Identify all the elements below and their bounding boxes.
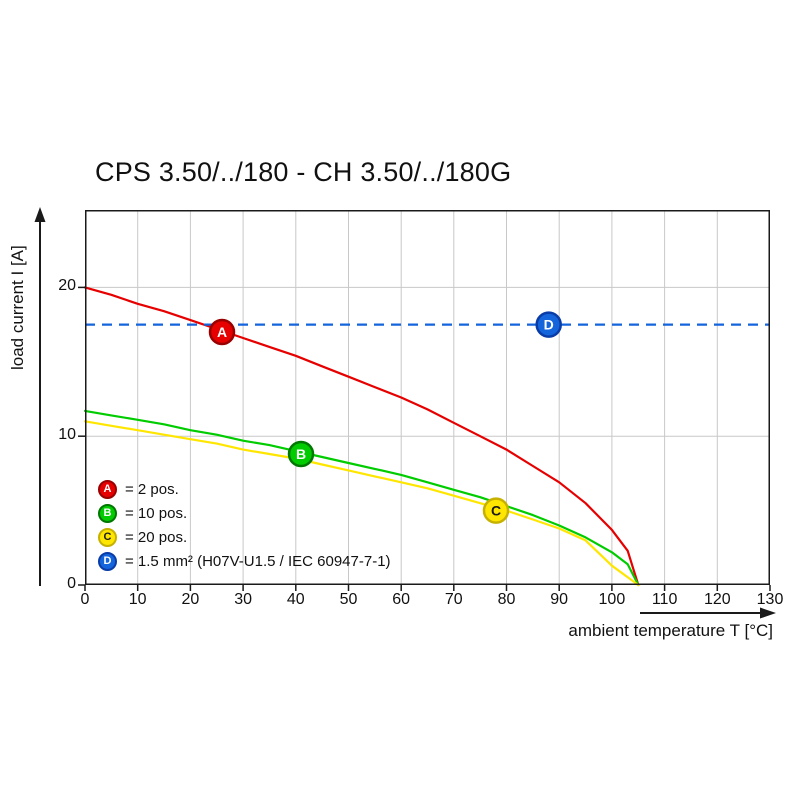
marker-D: D xyxy=(535,311,562,338)
legend-marker-a-icon: A xyxy=(98,479,117,499)
legend-marker-b-icon: B xyxy=(98,503,117,523)
x-tick-label: 60 xyxy=(392,591,411,608)
chart-title: CPS 3.50/../180 - CH 3.50/../180G xyxy=(95,157,512,187)
y-axis-label: load current I [A] xyxy=(8,245,27,370)
series-A-curve xyxy=(83,286,640,587)
x-axis-label: ambient temperature T [°C] xyxy=(568,621,773,640)
marker-B: B xyxy=(287,440,315,468)
x-tick-label: 120 xyxy=(703,591,731,608)
x-tick-label: 130 xyxy=(756,591,784,608)
x-tick-label: 70 xyxy=(444,591,463,608)
series-B-curve xyxy=(83,409,640,587)
y-tick-labels: 0 10 20 xyxy=(40,210,76,592)
legend-marker-d-icon: D xyxy=(98,551,117,571)
svg-text:B: B xyxy=(296,446,306,462)
x-tick-label: 20 xyxy=(181,591,200,608)
x-tick-label: 40 xyxy=(286,591,305,608)
legend-label-b: = 10 pos. xyxy=(125,504,188,522)
marker-A: A xyxy=(208,318,236,346)
legend-label-d: = 1.5 mm² (H07V-U1.5 / IEC 60947-7-1) xyxy=(125,552,391,570)
grid-layer xyxy=(85,210,770,585)
x-tick-label: 90 xyxy=(550,591,569,608)
x-tick-label: 80 xyxy=(497,591,516,608)
legend-item-b: B = 10 pos. xyxy=(98,501,391,525)
marker-C: C xyxy=(482,497,510,524)
x-tick-label: 10 xyxy=(128,591,147,608)
legend-item-a: A = 2 pos. xyxy=(98,477,391,501)
y-tick-label: 20 xyxy=(58,277,76,295)
svg-text:D: D xyxy=(544,317,554,333)
svg-text:A: A xyxy=(217,324,227,340)
x-tick-label: 30 xyxy=(234,591,252,608)
y-tick-label: 10 xyxy=(58,426,76,444)
series-C-curve xyxy=(83,420,640,587)
x-tick-label: 110 xyxy=(651,591,678,608)
legend-item-c: C = 20 pos. xyxy=(98,525,391,549)
legend-label-c: = 20 pos. xyxy=(125,528,188,546)
x-axis-arrow xyxy=(640,607,776,619)
legend-marker-c-icon: C xyxy=(98,527,117,547)
x-tick-label: 50 xyxy=(339,591,358,608)
x-tick-labels: 0 10 20 30 40 50 60 70 80 90 100 110 120 130 xyxy=(81,591,784,611)
legend-item-d: D = 1.5 mm² (H07V-U1.5 / IEC 60947-7-1) xyxy=(98,549,391,573)
svg-text:C: C xyxy=(491,503,501,519)
x-tick-label: 100 xyxy=(598,591,626,608)
y-axis-arrow xyxy=(34,207,46,586)
tick-marks xyxy=(78,286,771,591)
y-tick-label: 0 xyxy=(67,575,76,592)
x-tick-label: 0 xyxy=(80,591,90,608)
plot-border xyxy=(85,210,770,585)
legend: A = 2 pos. B = 10 pos. C = 20 pos. D = 1… xyxy=(98,477,391,573)
legend-label-a: = 2 pos. xyxy=(125,480,179,498)
